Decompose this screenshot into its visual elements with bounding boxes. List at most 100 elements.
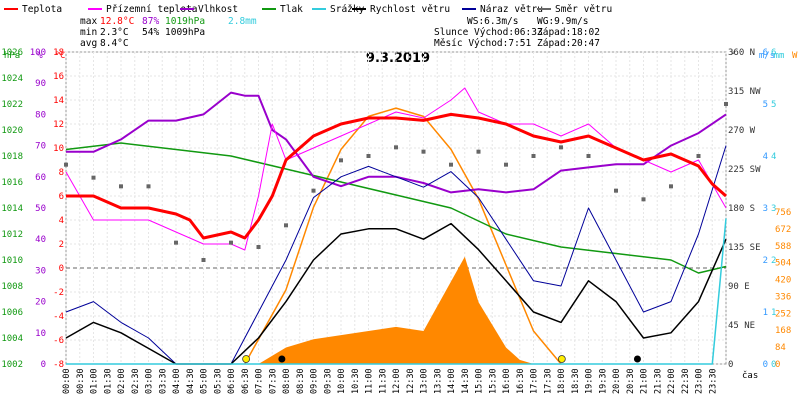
pct-axis-tick: 90 [35, 79, 46, 89]
legend-label: Rychlost větru [370, 4, 450, 15]
x-tick-label: 04:00 [172, 368, 182, 394]
pct-axis-tick: 40 [35, 235, 46, 245]
wm2-axis-tick: 672 [775, 225, 791, 235]
x-tick-label: 09:00 [310, 368, 320, 394]
degc-axis-tick: 18 [53, 48, 64, 58]
x-tick-label: 16:30 [516, 368, 526, 394]
wind-dir-point [119, 184, 123, 189]
legend-label: Vlhkost [198, 4, 238, 15]
x-tick-label: 03:00 [145, 368, 155, 394]
x-tick-label: 07:30 [268, 368, 278, 394]
hpa-axis-tick: 1004 [1, 334, 23, 344]
mm-axis-tick: 1 [771, 308, 776, 318]
rain-line [66, 218, 727, 365]
x-tick-label: 00:00 [62, 368, 72, 394]
x-axis-title: čas [742, 370, 758, 381]
x-tick-label: 12:00 [392, 368, 402, 394]
x-tick-label: 15:00 [475, 368, 485, 394]
wind-dir-point [476, 149, 481, 154]
x-tick-label: 10:30 [351, 368, 361, 394]
info-sun-set: Západ:18:02 [537, 27, 600, 38]
axes: 1026102410221020101810161014101210101008… [1, 48, 798, 394]
legend-label: Srážky [330, 4, 365, 15]
x-tick-label: 00:30 [76, 368, 86, 394]
pct-axis-tick: 50 [35, 204, 46, 214]
x-tick-label: 17:00 [530, 368, 540, 394]
ms-axis-tick: 6 [763, 48, 768, 58]
wind-dir-point [64, 162, 68, 167]
deg-axis-tick: 180 S [728, 204, 755, 214]
hpa-axis-tick: 1014 [1, 204, 23, 214]
x-tick-label: 23:30 [708, 368, 718, 394]
legend-label: Teplota [22, 4, 62, 15]
info-sun-rise: Slunce Východ:06:33 [434, 27, 543, 38]
wm2-axis-tick: 504 [775, 259, 791, 269]
deg-axis-tick: 135 SE [728, 243, 761, 253]
stats-max-press: 1019hPa [165, 16, 205, 27]
wind-dir-point [614, 188, 618, 193]
x-tick-label: 14:00 [447, 368, 457, 394]
sun-marker [242, 355, 251, 363]
degc-axis-tick: 10 [53, 144, 64, 154]
mm-axis-tick: 4 [771, 152, 776, 162]
wind-dir-point [174, 240, 178, 245]
hpa-axis-tick: 1018 [1, 152, 23, 162]
hpa-axis-tick: 1020 [1, 126, 23, 136]
degc-axis-tick: 4 [59, 216, 64, 226]
ms-axis-label: m/s [759, 51, 775, 61]
wind-dir-point [586, 154, 591, 158]
stats-min-press: 1009hPa [165, 27, 205, 38]
wind-dir-point [724, 102, 728, 106]
degc-axis-tick: -2 [53, 288, 64, 298]
info-wg: WG:9.9m/s [537, 16, 588, 27]
plot-area [64, 87, 728, 365]
ms-axis-tick: 2 [763, 256, 768, 266]
info-moon-set: Západ:20:47 [537, 38, 600, 49]
degc-axis-tick: 6 [59, 192, 64, 202]
info-moon-rise: Měsíc Východ:7:51 [434, 38, 532, 49]
x-tick-label: 18:30 [571, 368, 581, 394]
legend-label: Tlak [280, 4, 303, 15]
wind-dir-point [669, 184, 673, 189]
stats-max-label: max [80, 16, 97, 27]
wind-dir-point [696, 154, 701, 158]
x-tick-label: 19:00 [585, 368, 595, 394]
ms-axis-tick: 5 [763, 100, 768, 110]
wm2-axis-tick: 588 [775, 242, 791, 252]
wind-dir-point [91, 175, 96, 180]
wm2-axis-tick: 84 [775, 343, 786, 353]
x-tick-label: 10:00 [337, 368, 347, 394]
stats-block: max 12.8°C 87% 1019hPa 2.8mm min 2.3°C 5… [80, 16, 257, 49]
pct-axis-tick: 30 [35, 266, 46, 276]
wind-dir-point [146, 184, 151, 189]
wind-dir-point [366, 154, 371, 158]
deg-axis-tick: 225 SW [728, 165, 761, 175]
wind-dir-point [449, 162, 453, 167]
degc-axis-tick: -8 [53, 360, 64, 370]
deg-axis-tick: 270 W [728, 126, 756, 136]
deg-axis-tick: 315 NW [728, 87, 761, 97]
mm-axis-tick: 3 [771, 204, 776, 214]
degc-axis-tick: -4 [53, 312, 64, 322]
hpa-axis-tick: 1010 [1, 256, 23, 266]
ms-axis-tick: 1 [763, 308, 768, 318]
degc-axis-tick: 12 [53, 120, 64, 130]
legend-label: Směr větru [555, 4, 612, 15]
info-ws: WS:6.3m/s [467, 16, 518, 27]
x-tick-label: 14:30 [461, 368, 471, 394]
moon-marker [633, 355, 641, 363]
pressure-line [65, 142, 727, 274]
wind-dir-point [339, 158, 343, 163]
ms-axis-tick: 4 [763, 152, 768, 162]
sun-marker [557, 355, 566, 363]
legend-label: Přízemní teplota [106, 4, 198, 15]
x-tick-label: 19:30 [598, 368, 608, 394]
hpa-axis-tick: 1012 [1, 230, 23, 240]
x-tick-label: 20:00 [612, 368, 622, 394]
legend-label: Náraz větru [480, 4, 543, 15]
hpa-axis-tick: 1024 [1, 74, 23, 84]
deg-axis-tick: 360 N [728, 48, 755, 58]
x-tick-label: 22:30 [681, 368, 691, 394]
x-tick-label: 23:00 [695, 368, 705, 394]
